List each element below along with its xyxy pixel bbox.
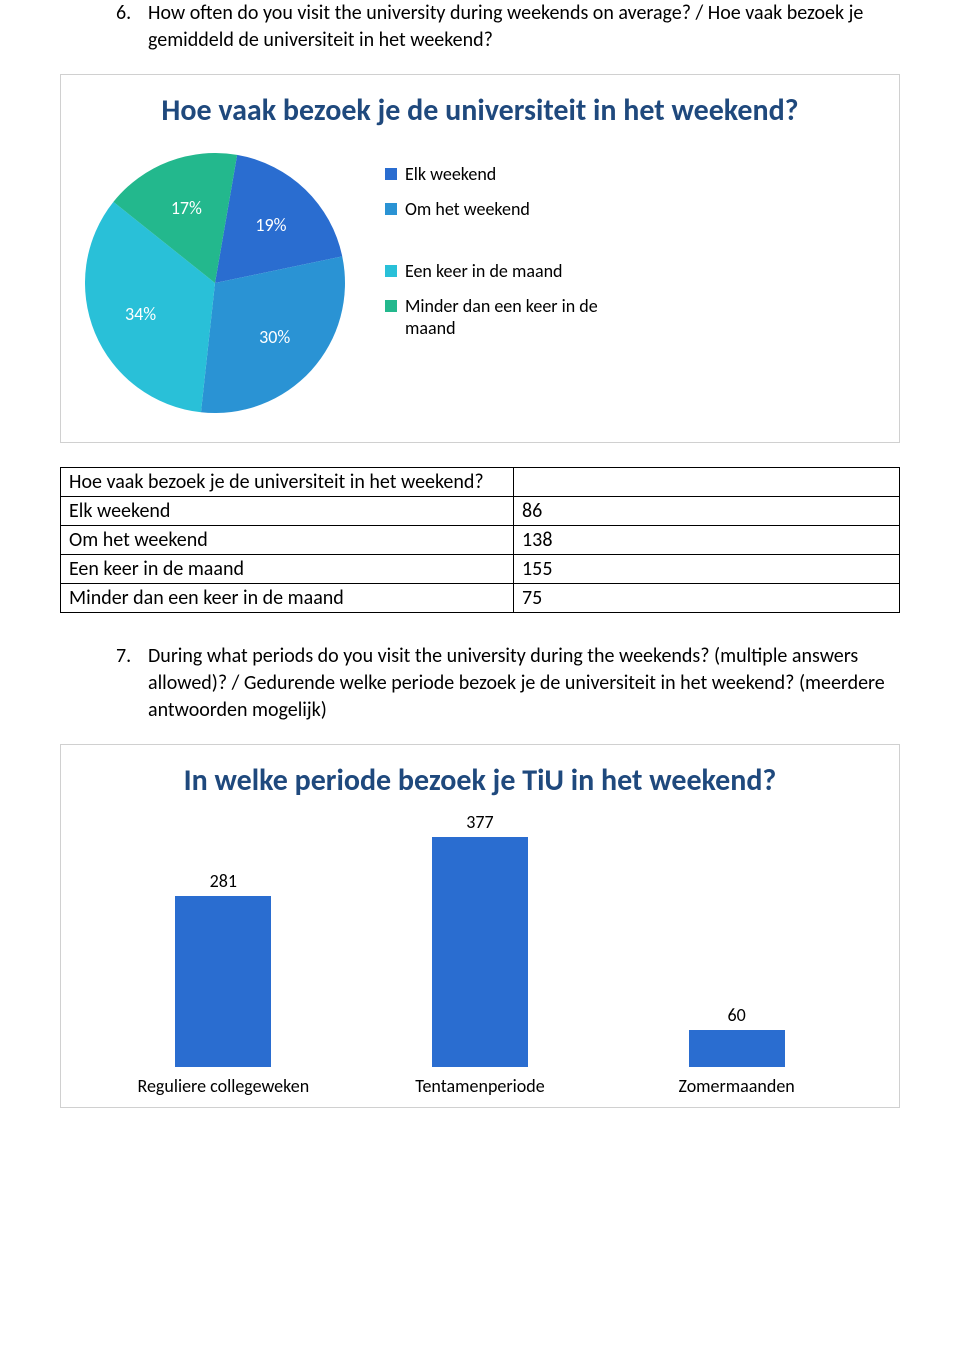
pie-chart: 19% 30% 34% 17% bbox=[85, 153, 345, 418]
bar-category-label: Tentamenperiode bbox=[353, 1075, 607, 1097]
question-6: 6. How often do you visit the university… bbox=[116, 0, 900, 54]
table-cell bbox=[514, 468, 900, 497]
bar-rect bbox=[689, 1030, 785, 1067]
table-cell: Om het weekend bbox=[61, 526, 514, 555]
pie-slice-label: 30% bbox=[259, 326, 290, 348]
table-row: Hoe vaak bezoek je de universiteit in he… bbox=[61, 468, 900, 497]
table-cell: Een keer in de maand bbox=[61, 555, 514, 584]
question-7-text: During what periods do you visit the uni… bbox=[148, 643, 900, 724]
pie-slice-label: 17% bbox=[171, 197, 202, 219]
bar-column: 377 bbox=[353, 811, 607, 1067]
bar-value-label: 281 bbox=[210, 870, 237, 892]
pie-legend: Elk weekend Om het weekend Een keer in de … bbox=[385, 153, 615, 380]
table-row: Een keer in de maand155 bbox=[61, 555, 900, 584]
bar-value-label: 60 bbox=[728, 1004, 746, 1026]
question-7: 7. During what periods do you visit the … bbox=[116, 643, 900, 724]
legend-item: Een keer in de maand bbox=[385, 260, 615, 283]
bar-column: 60 bbox=[610, 1004, 864, 1067]
pie-slice-label: 34% bbox=[125, 303, 156, 325]
table-cell: Elk weekend bbox=[61, 497, 514, 526]
table-row: Elk weekend86 bbox=[61, 497, 900, 526]
table-row: Om het weekend138 bbox=[61, 526, 900, 555]
table-cell: 86 bbox=[514, 497, 900, 526]
question-7-number: 7. bbox=[116, 643, 148, 724]
legend-label: Elk weekend bbox=[405, 163, 496, 186]
legend-swatch bbox=[385, 265, 397, 277]
legend-swatch bbox=[385, 168, 397, 180]
pie-slice-label: 19% bbox=[255, 214, 286, 236]
bar-rect bbox=[432, 837, 528, 1067]
table-cell: 75 bbox=[514, 584, 900, 613]
data-table: Hoe vaak bezoek je de universiteit in he… bbox=[60, 467, 900, 613]
legend-label: Een keer in de maand bbox=[405, 260, 562, 283]
table-row: Minder dan een keer in de maand75 bbox=[61, 584, 900, 613]
bar-column: 281 bbox=[96, 870, 350, 1067]
bar-labels: Reguliere collegewekenTentamenperiodeZom… bbox=[85, 1067, 875, 1097]
bar-category-label: Zomermaanden bbox=[610, 1075, 864, 1097]
bar-rect bbox=[175, 896, 271, 1067]
legend-swatch bbox=[385, 203, 397, 215]
bar-chart: 281 377 60 bbox=[85, 807, 875, 1067]
table-cell: 155 bbox=[514, 555, 900, 584]
legend-label: Minder dan een keer in de maand bbox=[405, 295, 615, 340]
table-header-cell: Hoe vaak bezoek je de universiteit in he… bbox=[61, 468, 514, 497]
question-6-number: 6. bbox=[116, 0, 148, 54]
bar-chart-box: In welke periode bezoek je TiU in het we… bbox=[60, 744, 900, 1108]
table-cell: 138 bbox=[514, 526, 900, 555]
question-6-text: How often do you visit the university du… bbox=[148, 0, 900, 54]
legend-label: Om het weekend bbox=[405, 198, 530, 221]
legend-swatch bbox=[385, 300, 397, 312]
bar-chart-title: In welke periode bezoek je TiU in het we… bbox=[85, 763, 875, 799]
bar-category-label: Reguliere collegeweken bbox=[96, 1075, 350, 1097]
legend-item: Minder dan een keer in de maand bbox=[385, 295, 615, 340]
legend-item: Elk weekend bbox=[385, 163, 615, 186]
table-cell: Minder dan een keer in de maand bbox=[61, 584, 514, 613]
pie-chart-box: Hoe vaak bezoek je de universiteit in he… bbox=[60, 74, 900, 443]
pie-chart-title: Hoe vaak bezoek je de universiteit in he… bbox=[85, 93, 875, 129]
bar-value-label: 377 bbox=[466, 811, 493, 833]
legend-item: Om het weekend bbox=[385, 198, 615, 221]
